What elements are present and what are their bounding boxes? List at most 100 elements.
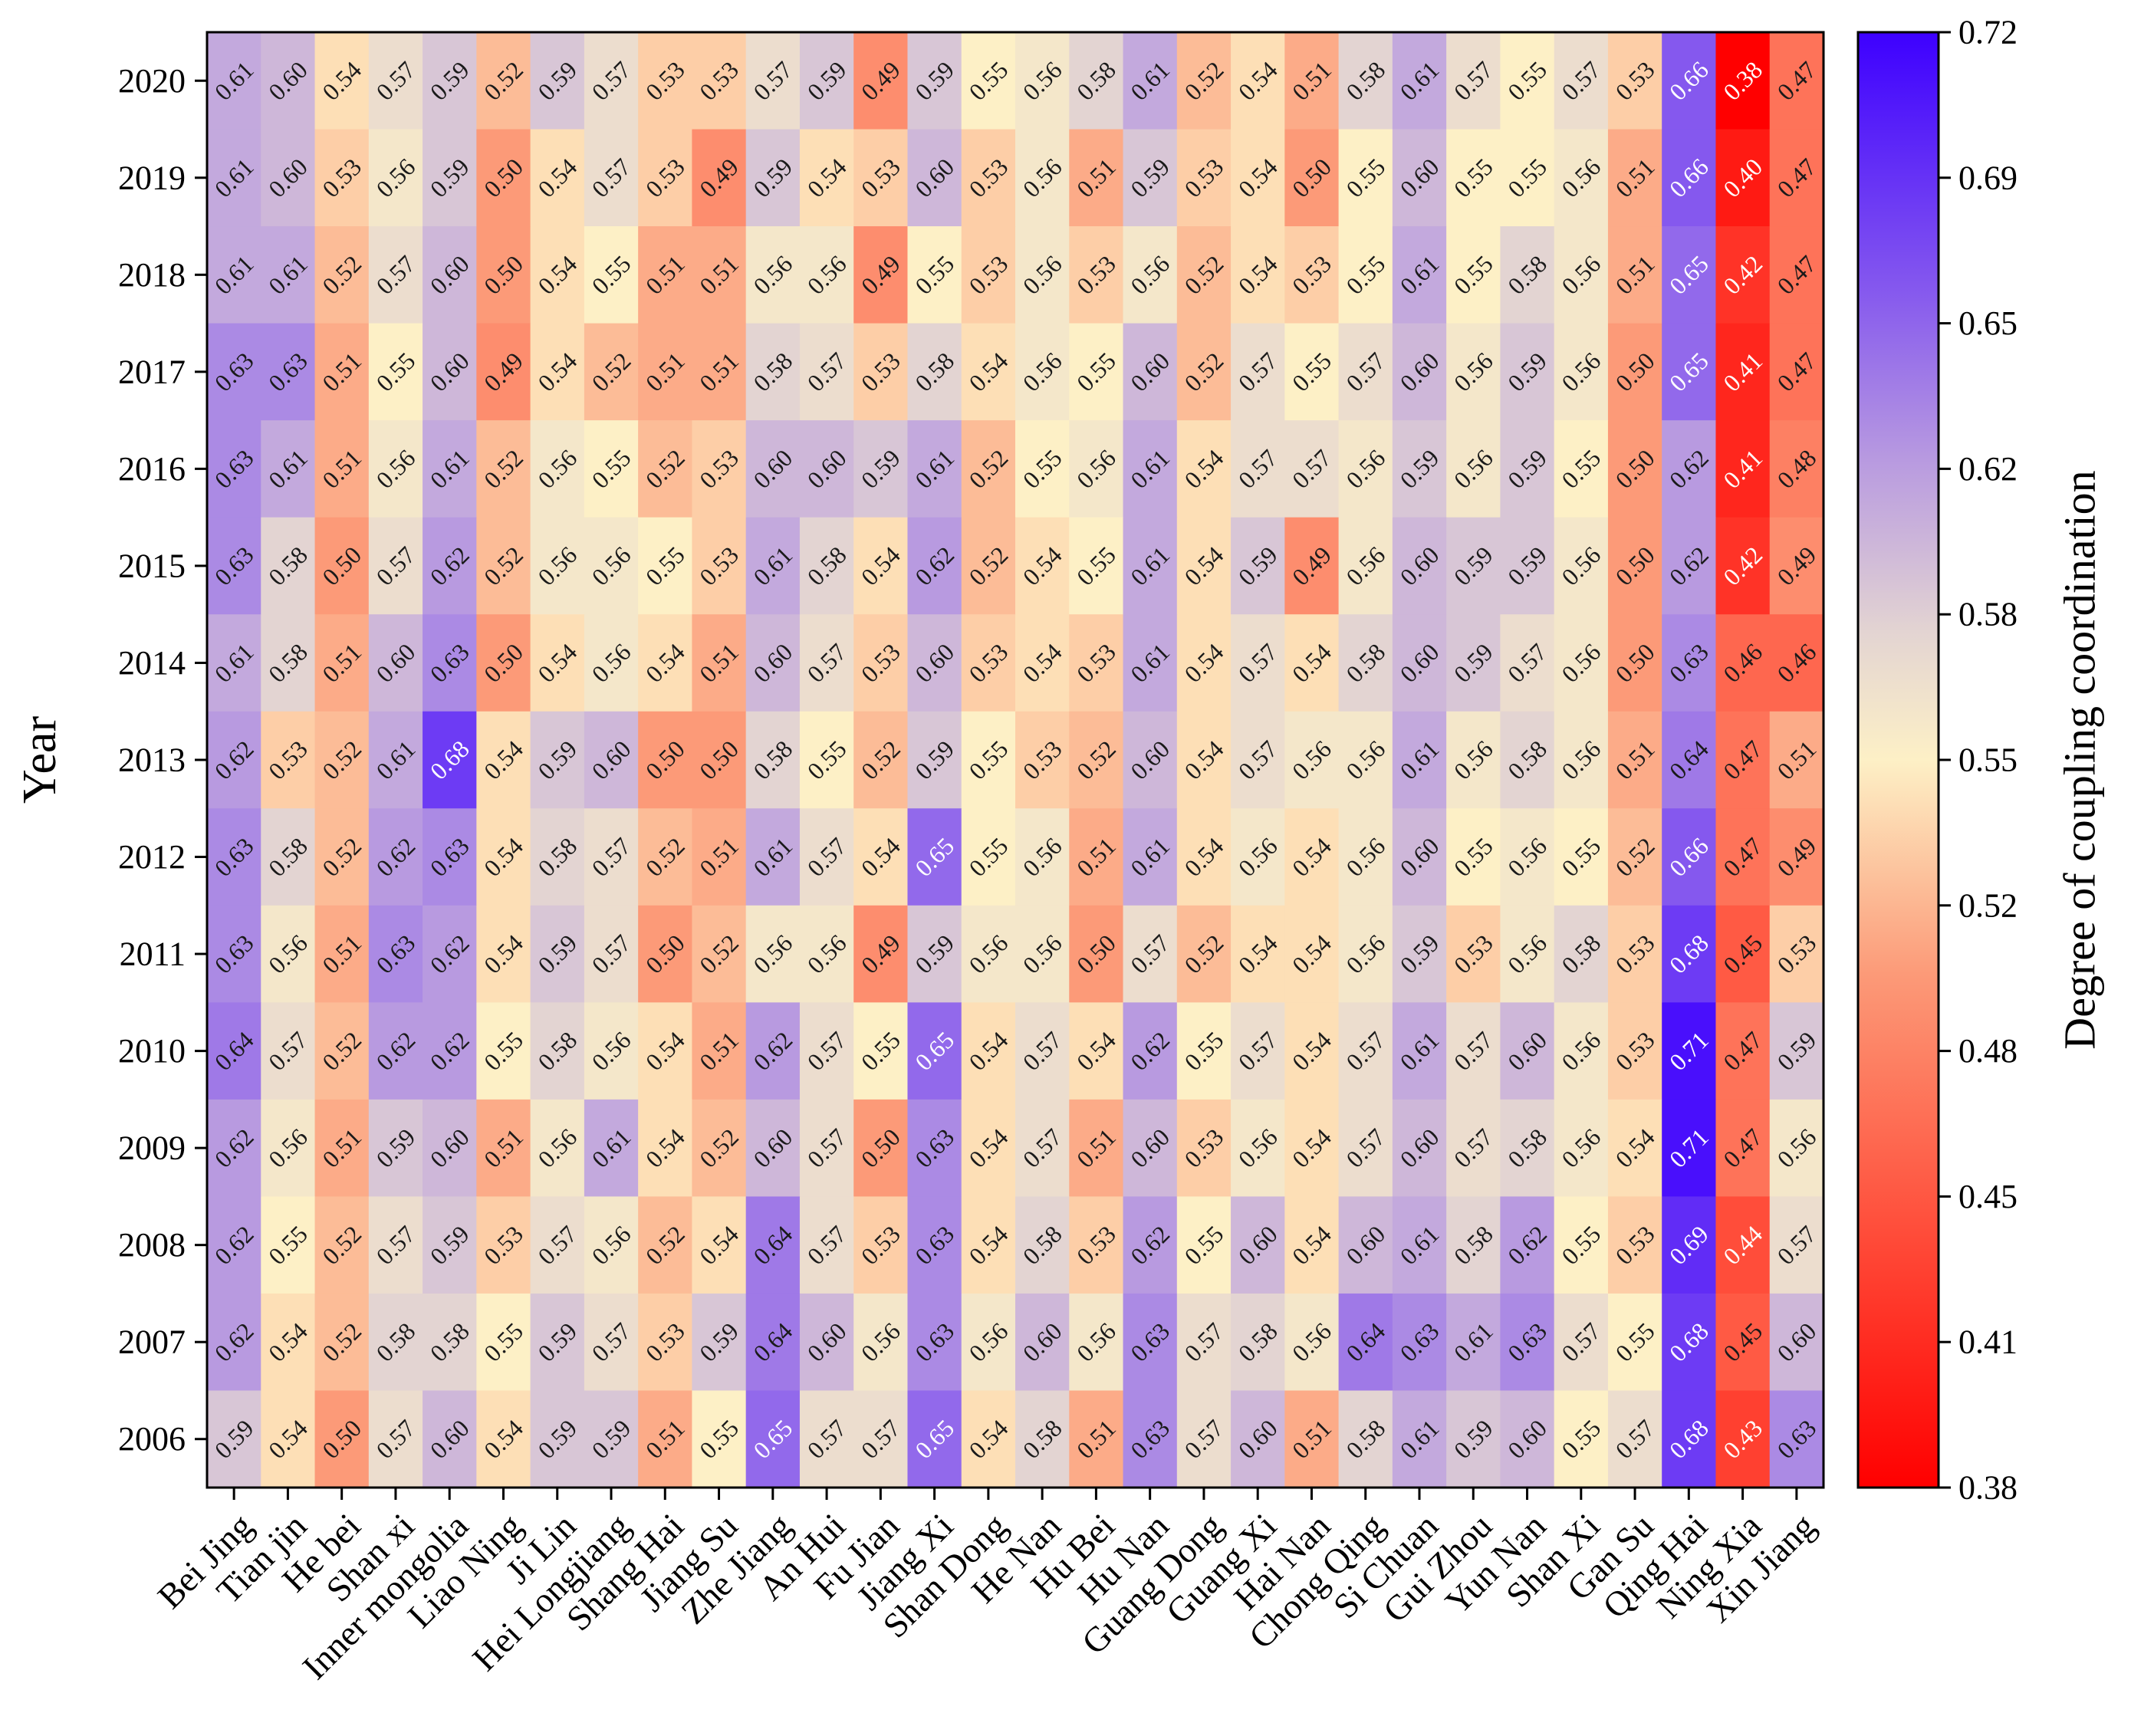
heatmap-cell bbox=[907, 1390, 962, 1488]
heatmap-cell bbox=[1392, 1099, 1447, 1197]
heatmap-cell bbox=[476, 1390, 531, 1488]
heatmap-cell bbox=[1392, 614, 1447, 712]
heatmap-cell bbox=[745, 808, 801, 906]
heatmap-cell bbox=[1284, 1390, 1340, 1488]
heatmap-cell bbox=[1176, 420, 1232, 518]
heatmap-cell bbox=[207, 808, 261, 906]
heatmap-cell bbox=[799, 1002, 854, 1100]
heatmap-cell bbox=[1392, 808, 1447, 906]
heatmap-cell bbox=[745, 32, 801, 130]
heatmap-cell bbox=[1069, 711, 1124, 809]
heatmap-cell bbox=[853, 905, 909, 1003]
heatmap-cell bbox=[1446, 517, 1501, 615]
heatmap-cell bbox=[1554, 1002, 1609, 1100]
heatmap-cell bbox=[314, 129, 370, 227]
heatmap-cell bbox=[1446, 905, 1501, 1003]
heatmap-cell bbox=[638, 808, 692, 906]
heatmap-cell bbox=[1231, 1099, 1285, 1197]
heatmap-cell bbox=[1554, 323, 1609, 421]
heatmap-cell bbox=[207, 32, 261, 130]
heatmap-cell bbox=[1769, 226, 1824, 324]
heatmap-cell bbox=[261, 129, 316, 227]
heatmap-cell bbox=[1500, 1099, 1555, 1197]
heatmap-cell bbox=[1607, 1196, 1662, 1294]
heatmap-cell bbox=[692, 129, 747, 227]
heatmap-cell bbox=[1069, 420, 1124, 518]
heatmap-cell bbox=[584, 420, 639, 518]
heatmap-cell bbox=[207, 517, 261, 615]
heatmap-cell bbox=[368, 226, 423, 324]
heatmap-cell bbox=[1500, 226, 1555, 324]
heatmap-cell bbox=[1554, 1099, 1609, 1197]
heatmap-cell bbox=[476, 129, 531, 227]
heatmap-cell bbox=[745, 1293, 801, 1392]
heatmap-cell bbox=[423, 32, 477, 130]
heatmap-cell bbox=[692, 905, 747, 1003]
heatmap-cell bbox=[1069, 1196, 1124, 1294]
heatmap-cell bbox=[1284, 614, 1340, 712]
heatmap-cell bbox=[1069, 1002, 1124, 1100]
heatmap-cell bbox=[853, 808, 909, 906]
heatmap-cell bbox=[1338, 517, 1393, 615]
heatmap-cell bbox=[961, 808, 1016, 906]
heatmap-cell bbox=[1715, 32, 1771, 130]
heatmap-cell bbox=[1607, 1293, 1662, 1392]
heatmap-cell bbox=[961, 420, 1016, 518]
heatmap-cell bbox=[1662, 711, 1717, 809]
y-tick-label: 2010 bbox=[118, 1032, 186, 1070]
heatmap-cell bbox=[1607, 32, 1662, 130]
heatmap-cell bbox=[1392, 517, 1447, 615]
heatmap-cell bbox=[638, 323, 692, 421]
heatmap-cell bbox=[745, 226, 801, 324]
heatmap-cell bbox=[207, 1390, 261, 1488]
heatmap-cell bbox=[1607, 614, 1662, 712]
heatmap-cell bbox=[423, 226, 477, 324]
colorbar-tick-label: 0.72 bbox=[1958, 14, 2018, 51]
heatmap-cell bbox=[476, 905, 531, 1003]
heatmap-cell bbox=[853, 420, 909, 518]
heatmap-cell bbox=[1662, 1293, 1717, 1392]
heatmap-cell bbox=[1015, 32, 1070, 130]
heatmap-cell bbox=[1176, 226, 1232, 324]
heatmap-cell bbox=[530, 808, 585, 906]
heatmap-cell bbox=[1123, 420, 1178, 518]
heatmap-cell bbox=[368, 614, 423, 712]
heatmap-cell bbox=[799, 32, 854, 130]
heatmap-cell bbox=[638, 1196, 692, 1294]
heatmap-cell bbox=[1769, 1293, 1824, 1392]
heatmap-cell bbox=[368, 1002, 423, 1100]
heatmap-cell bbox=[692, 711, 747, 809]
colorbar-tick-label: 0.69 bbox=[1958, 159, 2018, 196]
heatmap-cell bbox=[1284, 1002, 1340, 1100]
heatmap-cell bbox=[1607, 226, 1662, 324]
heatmap-cell bbox=[853, 32, 909, 130]
colorbar-tick-label: 0.41 bbox=[1958, 1323, 2018, 1361]
heatmap-cell bbox=[530, 1002, 585, 1100]
heatmap-cell bbox=[584, 323, 639, 421]
heatmap-cell bbox=[692, 614, 747, 712]
heatmap-cell bbox=[907, 905, 962, 1003]
heatmap-cell bbox=[1284, 32, 1340, 130]
heatmap-cell bbox=[853, 226, 909, 324]
colorbar-tick-label: 0.62 bbox=[1958, 450, 2018, 488]
heatmap-cell bbox=[1176, 614, 1232, 712]
heatmap-cell bbox=[853, 711, 909, 809]
heatmap-cell bbox=[368, 420, 423, 518]
heatmap-cell bbox=[584, 905, 639, 1003]
heatmap-cell bbox=[1500, 32, 1555, 130]
heatmap-cell bbox=[261, 420, 316, 518]
heatmap-cell bbox=[1231, 129, 1285, 227]
heatmap-cell bbox=[1338, 808, 1393, 906]
heatmap-cell bbox=[638, 517, 692, 615]
heatmap-cell bbox=[1231, 226, 1285, 324]
heatmap-cell bbox=[1500, 420, 1555, 518]
heatmap-cell bbox=[1176, 517, 1232, 615]
heatmap-cell bbox=[1446, 1293, 1501, 1392]
heatmap-cell bbox=[1715, 1099, 1771, 1197]
heatmap-cell bbox=[1176, 1293, 1232, 1392]
heatmap-cell bbox=[1392, 420, 1447, 518]
heatmap-cell bbox=[1607, 323, 1662, 421]
heatmap-cell bbox=[1069, 32, 1124, 130]
colorbar-tick-label: 0.45 bbox=[1958, 1178, 2018, 1215]
